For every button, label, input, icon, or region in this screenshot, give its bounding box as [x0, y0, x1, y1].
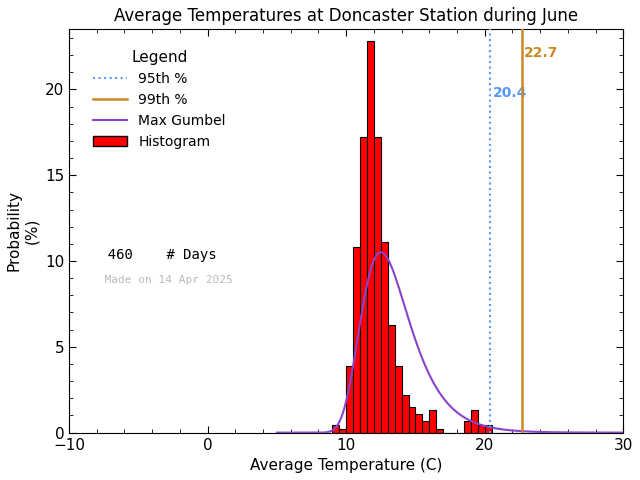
Text: 20.4: 20.4: [492, 86, 527, 100]
Y-axis label: Probability
(%): Probability (%): [7, 191, 39, 272]
Bar: [408, 407, 415, 432]
Title: Average Temperatures at Doncaster Station during June: Average Temperatures at Doncaster Statio…: [114, 7, 579, 25]
Bar: [360, 137, 367, 432]
Bar: [339, 429, 346, 432]
Bar: [367, 41, 374, 432]
Bar: [422, 421, 429, 432]
Bar: [464, 421, 471, 432]
Bar: [471, 410, 478, 432]
Bar: [395, 366, 402, 432]
Bar: [388, 324, 395, 432]
Text: Made on 14 Apr 2025: Made on 14 Apr 2025: [91, 276, 233, 286]
Legend: 95th %, 99th %, Max Gumbel, Histogram: 95th %, 99th %, Max Gumbel, Histogram: [87, 44, 232, 154]
Bar: [436, 429, 444, 432]
Bar: [353, 247, 360, 432]
Bar: [332, 425, 339, 432]
Bar: [484, 425, 492, 432]
Text: 460    # Days: 460 # Days: [91, 248, 217, 262]
Bar: [374, 137, 381, 432]
Bar: [402, 395, 408, 432]
Bar: [429, 410, 436, 432]
X-axis label: Average Temperature (C): Average Temperature (C): [250, 458, 442, 473]
Bar: [346, 366, 353, 432]
Bar: [478, 425, 484, 432]
Bar: [415, 414, 422, 432]
Bar: [381, 242, 388, 432]
Text: 22.7: 22.7: [524, 47, 559, 60]
